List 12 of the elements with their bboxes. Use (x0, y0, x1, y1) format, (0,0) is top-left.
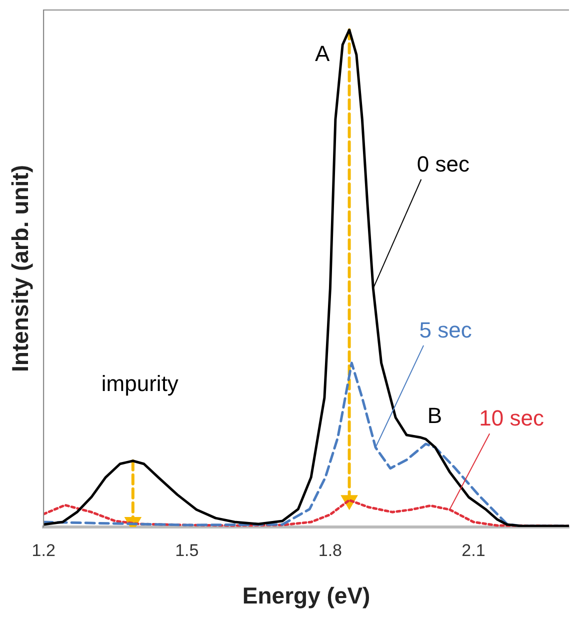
y-axis-title: Intensity (arb. unit) (7, 165, 34, 372)
annotation: B (427, 403, 442, 428)
annotation: A (314, 40, 330, 66)
x-tick-label: 2.1 (462, 540, 486, 560)
text: 5 sec (419, 318, 472, 343)
annotation: impurity (101, 370, 178, 396)
text: 10 sec (479, 406, 544, 431)
x-axis-title: Energy (eV) (242, 582, 370, 609)
x-tick-label: 1.8 (318, 540, 342, 560)
x-tick-label: 1.2 (32, 540, 56, 560)
x-tick-label: 1.5 (175, 540, 199, 560)
text: 0 sec (416, 151, 470, 176)
